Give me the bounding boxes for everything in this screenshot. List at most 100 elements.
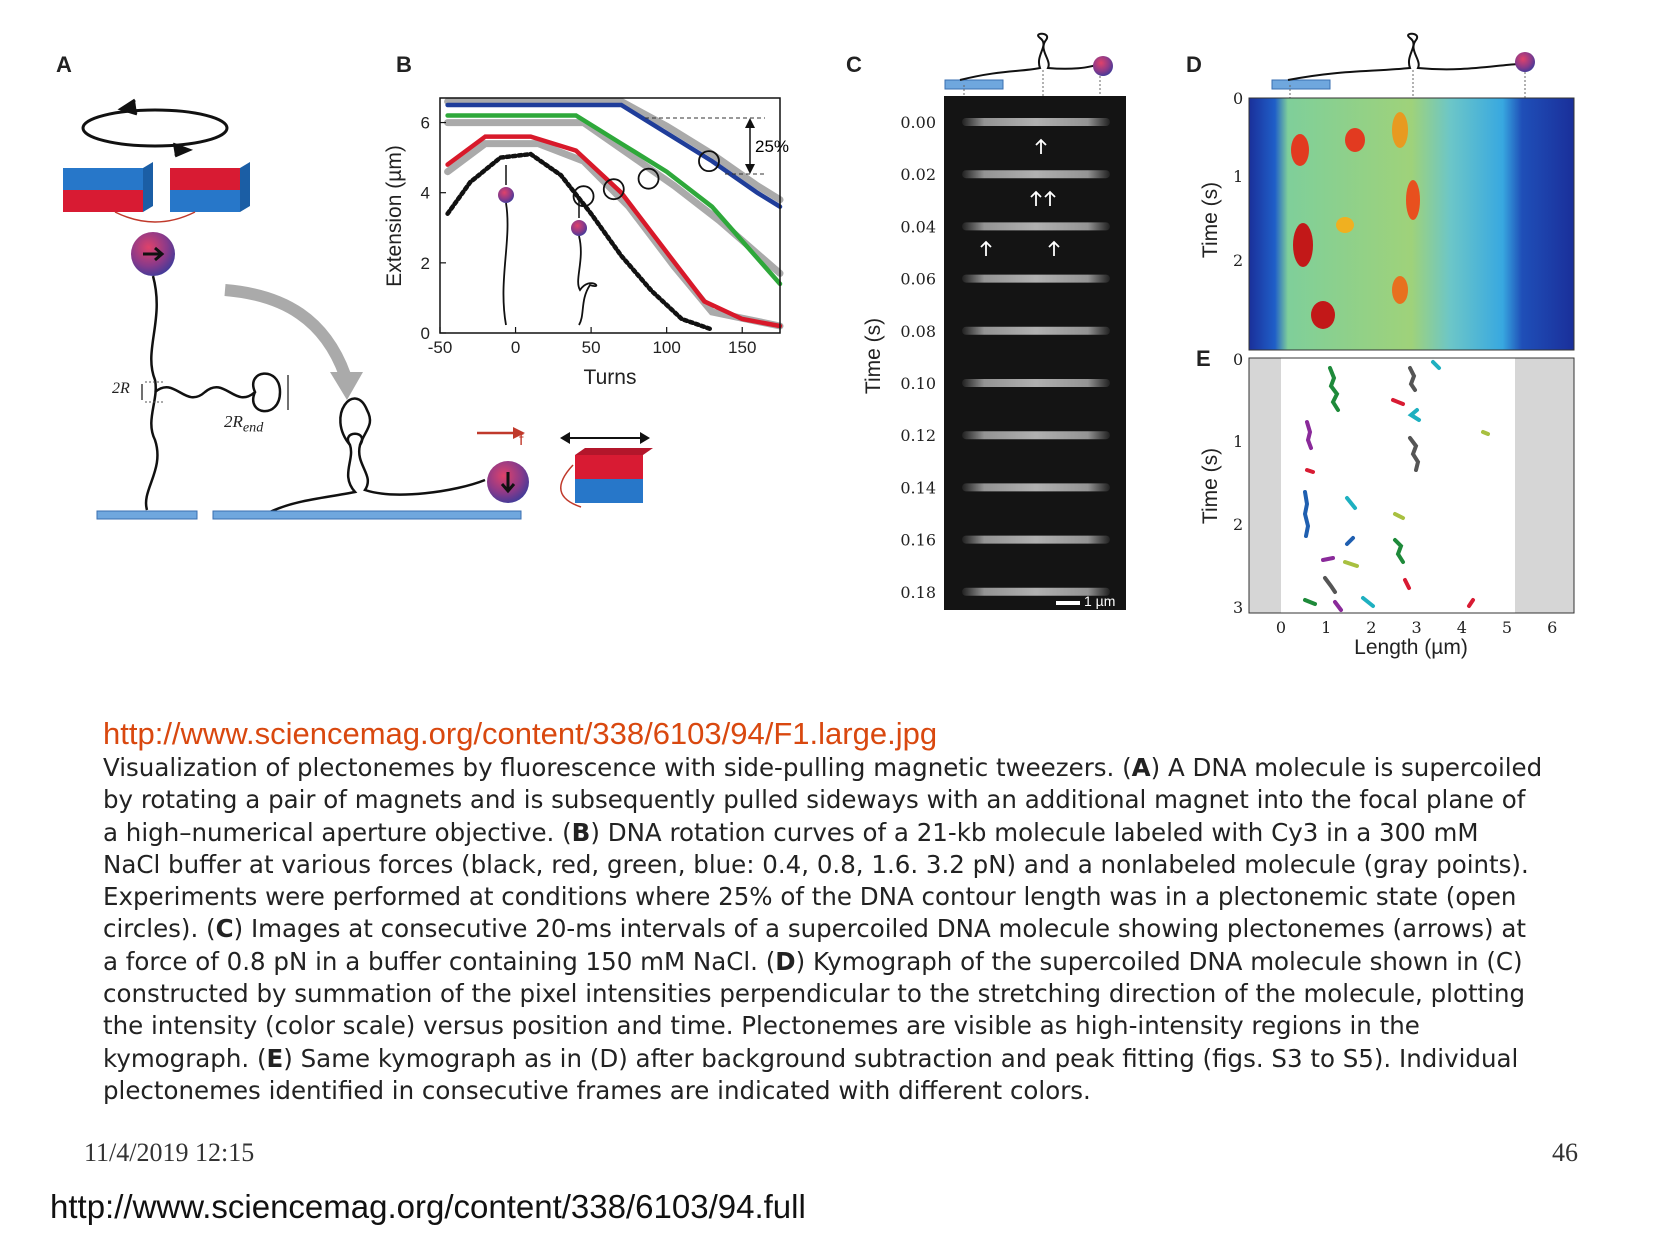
caption-text-4: ) Kymograph of the supercoiled DNA molec…	[103, 946, 1526, 1073]
dna-strand-frame	[962, 118, 1110, 126]
fluorescence-frames: 0.00 0.02 0.04 0.06 0.08 0.10 0.12 0.14 0.16 0.18…	[862, 96, 1126, 610]
caption-text-2: ) DNA rotation curves of a 21-kb molecul…	[103, 817, 1529, 944]
e-x-tick-label: 4	[1457, 618, 1467, 637]
time-axis-labels: 0.00 0.02 0.04 0.06 0.08 0.10 0.12 0.14 0.16 0.18	[900, 113, 936, 602]
frame-time-label: 0.00	[900, 113, 936, 132]
open-circle-marker	[602, 178, 625, 201]
e-ytick-3: 3	[1233, 598, 1243, 617]
chart-x-ticks: -50 0 50 100 150	[428, 327, 756, 357]
panel-e-ylabel: Time (s)	[1199, 448, 1222, 524]
y-tick-label: 2	[421, 254, 430, 273]
panel-e-letter: E	[1196, 346, 1211, 371]
x-tick-label: 150	[728, 338, 756, 357]
footer-date: 11/4/2019 12:15	[84, 1138, 255, 1167]
series-line-0-8-pn	[445, 134, 783, 329]
y-tick-label: 4	[421, 184, 430, 203]
inset-bead-2	[571, 220, 587, 236]
frame-time-label: 0.02	[900, 165, 936, 184]
open-circle-marker	[572, 185, 595, 208]
kymograph-hotspots	[1291, 112, 1420, 329]
x-tick-label: 50	[582, 338, 601, 357]
e-x-tick-label: 0	[1276, 618, 1286, 637]
caption-bold-d: D	[775, 946, 796, 976]
surface-b	[212, 510, 522, 520]
plectoneme-tracks	[1302, 360, 1490, 612]
dna-strand-frame	[962, 222, 1110, 231]
series-line-3-2-pn	[445, 102, 783, 209]
panel-d-letter: D	[1186, 52, 1202, 77]
e-x-tick-label: 6	[1547, 618, 1557, 637]
dna-strand-frame	[962, 170, 1110, 179]
caption-bold-a: A	[1131, 753, 1151, 782]
magnet-pair-icon	[63, 162, 250, 223]
frame-time-label: 0.06	[900, 270, 936, 289]
chart-x-label: Turns	[584, 366, 637, 389]
kymograph-e-frame	[1248, 357, 1575, 614]
scale-bar	[1056, 601, 1080, 605]
dna-strand-frame	[962, 326, 1110, 335]
series-line-1-6-pn	[445, 113, 783, 287]
series-line-0-4-pn	[445, 151, 715, 332]
e-x-tick-label: 3	[1412, 618, 1422, 637]
e-ytick-0: 0	[1233, 350, 1243, 369]
plectoneme-arrows	[980, 138, 1060, 256]
rotation-arrow-icon	[81, 98, 229, 158]
percent-label: 25%	[755, 137, 789, 156]
frame-time-label: 0.16	[900, 531, 936, 550]
label-2rend-sub: end	[242, 419, 264, 436]
e-x-ticks: 0 1 2 3 4 5 6	[1276, 618, 1557, 637]
dna-strand-frame	[962, 535, 1110, 544]
chart-series-group	[444, 98, 784, 332]
figure-caption: Visualization of plectonemes by fluoresc…	[103, 752, 1543, 1107]
caption-text-1: ) A DNA molecule is supercoiled by rotat…	[103, 753, 1543, 847]
caption-text-3: ) Images at consecutive 20-ms intervals …	[103, 914, 1527, 976]
caption-bold-c: C	[215, 914, 234, 944]
panel-d-ylabel: Time (s)	[1199, 182, 1222, 258]
chart-y-label: Extension (µm)	[383, 145, 406, 287]
kymograph-d-frame	[1248, 97, 1575, 351]
open-circle-marker	[637, 167, 660, 190]
panel-a-diagram	[63, 98, 653, 520]
x-tick-label: -50	[428, 338, 453, 357]
frame-background	[944, 96, 1126, 610]
y-tick-label: 6	[421, 114, 430, 133]
chart-y-ticks: 0 2 4 6	[421, 114, 446, 343]
e-ytick-2: 2	[1233, 515, 1243, 534]
panel-a-letter: A	[56, 52, 72, 77]
panel-c-schematic	[944, 32, 1113, 100]
kymograph-d: 0 1 2 Time (s)	[1199, 90, 1575, 351]
y-tick-label: 0	[421, 324, 430, 343]
caption-text-5: ) Same kymograph as in (D) after backgro…	[103, 1043, 1519, 1105]
caption-text-0: Visualization of plectonemes by fluoresc…	[103, 753, 1132, 782]
page-number: 46	[1552, 1138, 1578, 1167]
d-ytick-0: 0	[1233, 90, 1243, 108]
chart-frame	[439, 97, 781, 334]
caption-bold-b: B	[571, 817, 591, 847]
dna-sideways	[269, 432, 486, 514]
source-url-link[interactable]: http://www.sciencemag.org/content/338/61…	[50, 1188, 806, 1225]
panel-e-xlabel: Length (µm)	[1354, 636, 1468, 659]
panel-b-letter: B	[396, 52, 412, 77]
frame-time-label: 0.10	[900, 374, 936, 393]
dna-strand-frame	[962, 431, 1110, 440]
plectoneme-loop	[154, 372, 282, 413]
surface-a	[96, 510, 198, 520]
chart-open-circles	[572, 150, 720, 208]
label-2rend-main: 2R	[224, 412, 243, 431]
frame-time-label: 0.12	[900, 426, 936, 445]
e-x-tick-label: 5	[1502, 618, 1512, 637]
x-tick-label: 100	[652, 338, 680, 357]
caption-bold-e: E	[266, 1043, 284, 1073]
scale-bar-label: 1 µm	[1084, 593, 1115, 609]
e-x-tick-label: 2	[1366, 618, 1376, 637]
dna-strand-frame	[962, 274, 1110, 283]
dna-strand-frames	[962, 118, 1110, 596]
e-x-tick-label: 1	[1321, 618, 1331, 637]
label-2r: 2R	[112, 380, 130, 397]
dna-strand-frame	[962, 587, 1110, 596]
side-magnet-icon	[560, 432, 653, 508]
panel-d-schematic	[1271, 32, 1535, 100]
figure-url-link[interactable]: http://www.sciencemag.org/content/338/61…	[103, 716, 938, 751]
x-tick-label: 0	[511, 338, 520, 357]
